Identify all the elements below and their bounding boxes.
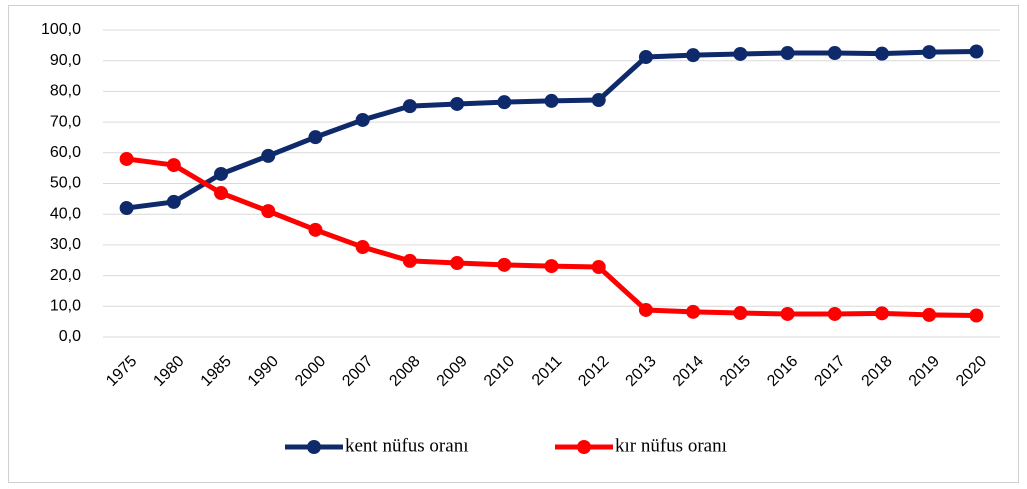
y-tick-label: 80,0 [50, 83, 81, 100]
point [402, 99, 417, 114]
point [686, 304, 701, 319]
legend-marker [307, 440, 321, 454]
point [733, 306, 748, 321]
point [355, 240, 370, 255]
y-tick-label: 100,0 [41, 21, 81, 38]
y-tick-label: 30,0 [50, 236, 81, 253]
point [497, 257, 512, 272]
y-tick-label: 20,0 [50, 267, 81, 284]
point [922, 307, 937, 322]
point [402, 253, 417, 268]
point [261, 204, 276, 219]
y-tick-label: 0,0 [59, 328, 81, 345]
point [308, 222, 323, 237]
point [166, 194, 181, 209]
point [827, 306, 842, 321]
point [544, 93, 559, 108]
point [686, 48, 701, 63]
y-tick-label: 60,0 [50, 144, 81, 161]
point [214, 186, 229, 201]
point [969, 44, 984, 59]
point [308, 130, 323, 145]
point [874, 306, 889, 321]
y-tick-label: 10,0 [50, 298, 81, 315]
y-tick-label: 40,0 [50, 205, 81, 222]
point [969, 308, 984, 323]
y-tick-label: 50,0 [50, 175, 81, 192]
chart-border [8, 5, 1019, 483]
point [355, 112, 370, 127]
point [261, 148, 276, 163]
y-tick-label: 70,0 [50, 113, 81, 130]
point [733, 46, 748, 61]
point [591, 260, 606, 275]
point [591, 92, 606, 107]
point [827, 46, 842, 61]
point [450, 96, 465, 111]
point [544, 259, 559, 274]
point [119, 201, 134, 216]
point [922, 45, 937, 60]
point [780, 306, 795, 321]
point [119, 151, 134, 166]
point [638, 50, 653, 65]
legend-label: kent nüfus oranı [345, 435, 468, 456]
point [497, 95, 512, 110]
point [638, 302, 653, 317]
point [214, 166, 229, 181]
y-tick-label: 90,0 [50, 52, 81, 69]
point [780, 46, 795, 61]
point [166, 158, 181, 173]
legend-label: kır nüfus oranı [615, 435, 727, 456]
legend-marker [577, 440, 591, 454]
point [450, 256, 465, 271]
point [874, 46, 889, 61]
